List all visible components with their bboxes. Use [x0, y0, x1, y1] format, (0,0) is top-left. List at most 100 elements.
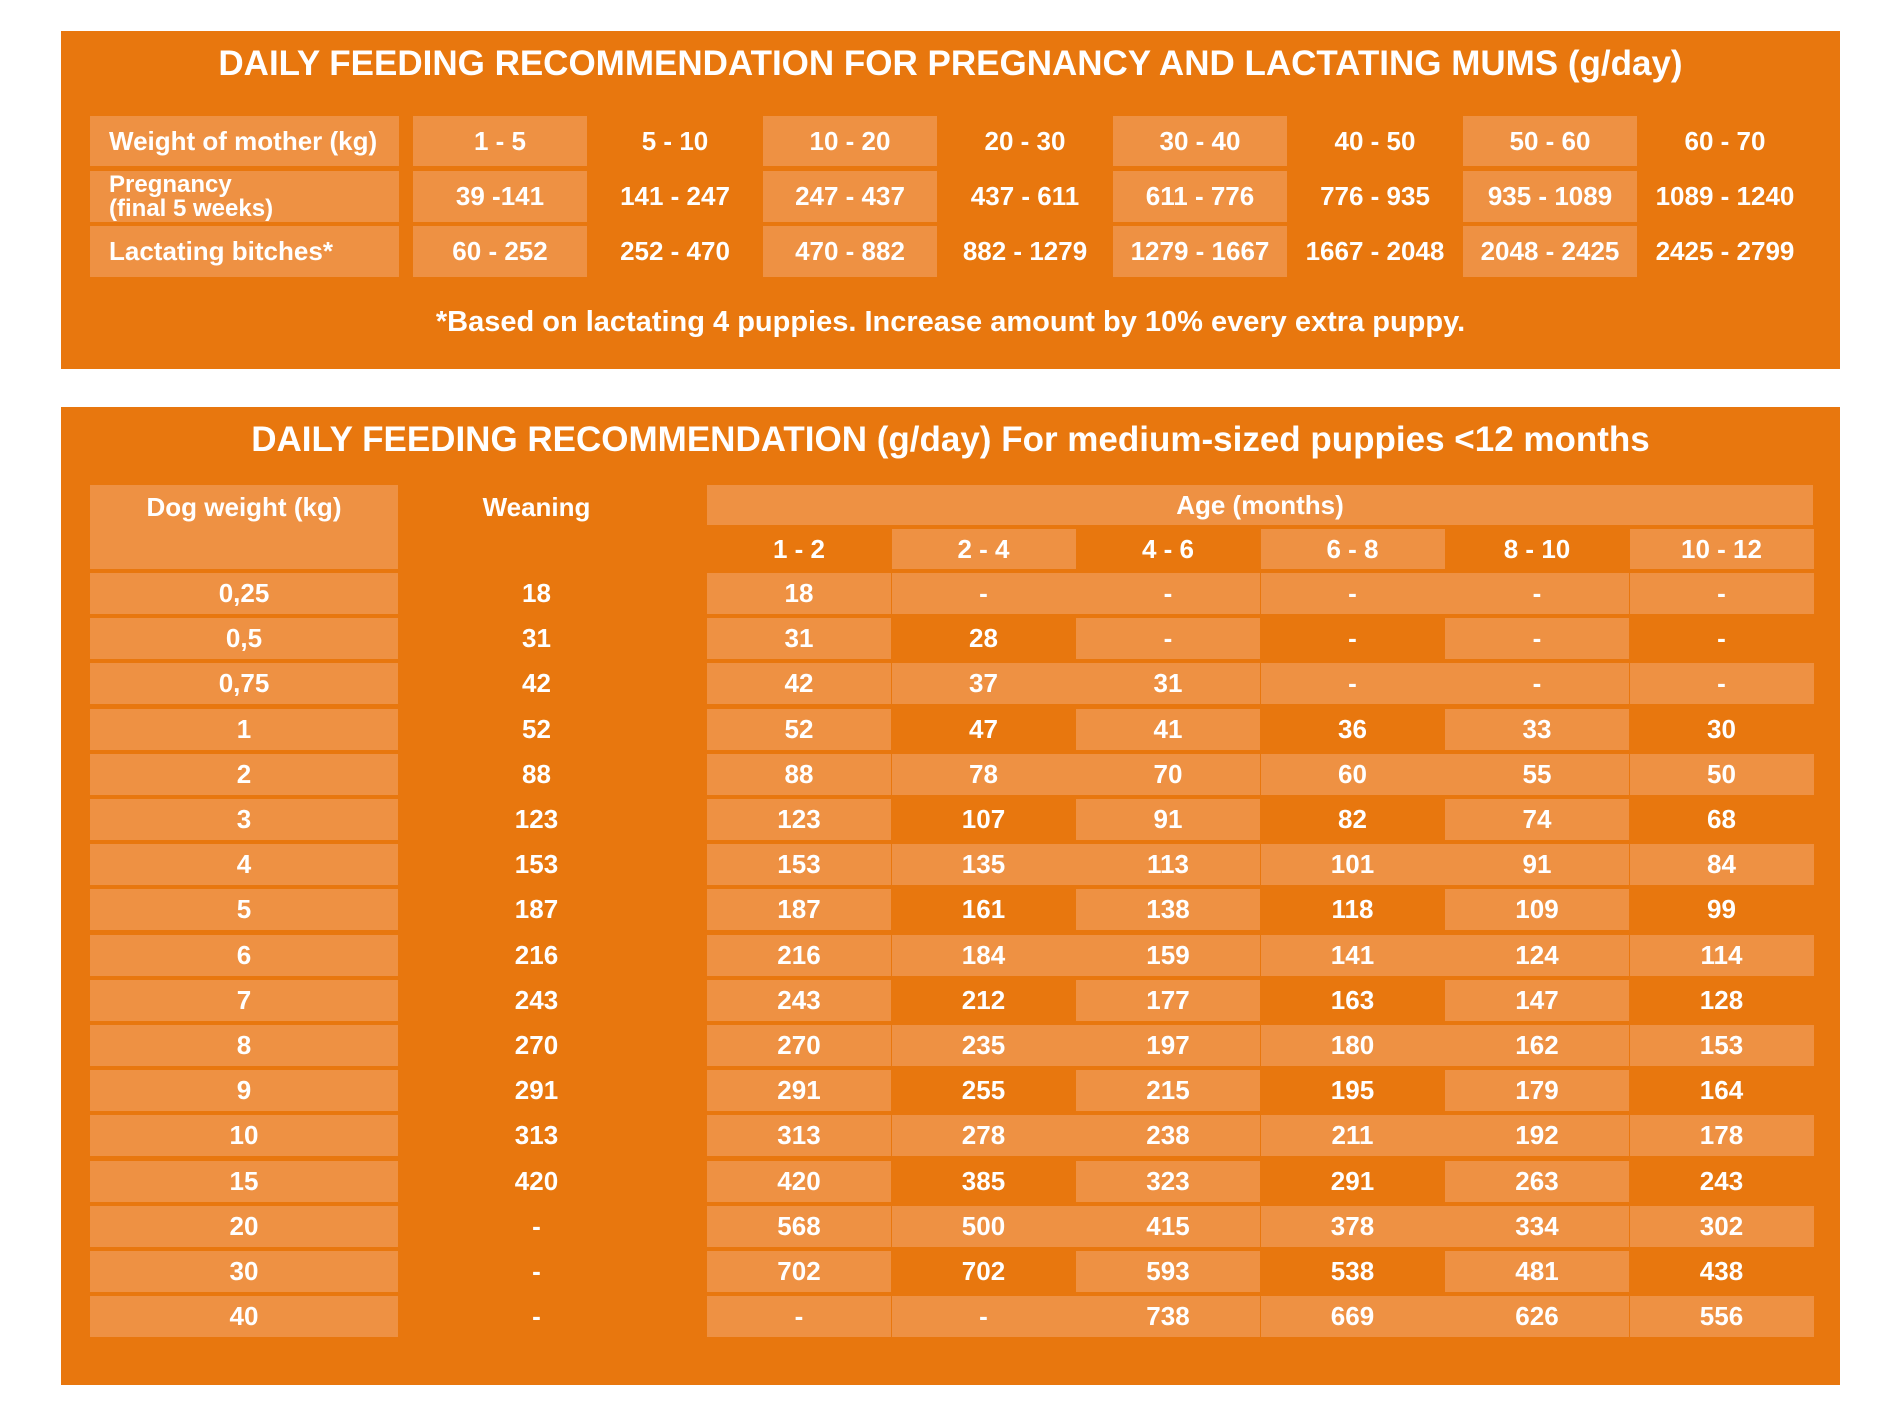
age-value-cell: 36: [1338, 714, 1367, 744]
age-value-cell: -: [1445, 663, 1629, 704]
age-value-cell: 88: [707, 754, 891, 795]
age-value-cell: 18: [707, 573, 891, 614]
weight-cell: 4: [90, 844, 398, 885]
age-months-header: Age (months): [707, 485, 1813, 525]
age-value-cell: 84: [1629, 844, 1814, 885]
mothers-panel: DAILY FEEDING RECOMMENDATION FOR PREGNAN…: [61, 31, 1840, 369]
mother-weight-header: Weight of mother (kg): [90, 116, 399, 166]
age-value-cell: 184: [891, 935, 1076, 976]
age-value-cell: 101: [1260, 844, 1445, 885]
age-value-cell: 70: [1076, 754, 1260, 795]
age-group-header: 1 - 2: [772, 533, 826, 564]
weight-cell: 10: [90, 1115, 398, 1156]
weight-cell: 20: [90, 1206, 398, 1247]
mother-weight: 5 - 10: [641, 125, 709, 156]
pregnancy-value: 247 - 437: [763, 171, 937, 222]
age-value-cell: 162: [1445, 1025, 1629, 1066]
weaning-cell: 420: [514, 1166, 559, 1196]
age-value-cell: -: [707, 1296, 891, 1337]
age-value-cell: 124: [1445, 935, 1629, 976]
age-value-cell: 500: [891, 1206, 1076, 1247]
age-value-cell: 31: [1076, 663, 1260, 704]
pregnancy-label: Pregnancy (final 5 weeks): [90, 171, 399, 222]
age-value-cell: -: [1076, 573, 1260, 614]
age-value-cell: 113: [1076, 844, 1260, 885]
mother-weight: 20 - 30: [984, 125, 1066, 156]
pregnancy-value: 935 - 1089: [1463, 171, 1637, 222]
age-value-cell: 179: [1445, 1070, 1629, 1111]
age-value-cell: 323: [1076, 1161, 1260, 1202]
age-value-cell: 31: [707, 618, 891, 659]
age-value-cell: 161: [961, 894, 1006, 924]
age-value-cell: 278: [891, 1115, 1076, 1156]
mother-weight: 30 - 40: [1113, 116, 1287, 166]
pregnancy-value: 141 - 247: [620, 181, 730, 211]
weaning-cell: -: [532, 1211, 541, 1241]
lactating-value: 252 - 470: [620, 236, 730, 266]
weaning-cell: 291: [514, 1075, 559, 1105]
weaning-cell: 88: [522, 759, 551, 789]
lactating-value: 1667 - 2048: [1305, 236, 1445, 266]
weight-cell: 5: [90, 889, 398, 930]
weaning-cell: 270: [514, 1030, 559, 1060]
age-value-cell: 238: [1076, 1115, 1260, 1156]
age-value-cell: 243: [1699, 1166, 1744, 1196]
age-value-cell: 197: [1076, 1025, 1260, 1066]
pregnancy-value: 611 - 776: [1113, 171, 1287, 222]
weight-cell: 0,75: [90, 663, 398, 704]
age-value-cell: 235: [891, 1025, 1076, 1066]
weaning-cell: 243: [514, 985, 559, 1015]
age-value-cell: -: [1076, 618, 1260, 659]
weight-cell: 9: [90, 1070, 398, 1111]
mother-weight: 60 - 70: [1684, 125, 1766, 156]
age-value-cell: 82: [1338, 804, 1367, 834]
age-value-cell: 28: [969, 623, 998, 653]
age-value-cell: 243: [707, 980, 891, 1021]
age-group-header: 2 - 4: [891, 529, 1076, 569]
age-value-cell: 41: [1076, 709, 1260, 750]
age-value-cell: 263: [1445, 1161, 1629, 1202]
age-value-cell: 109: [1445, 889, 1629, 930]
weaning-cell: -: [532, 1301, 541, 1331]
age-value-cell: 177: [1076, 980, 1260, 1021]
age-value-cell: 385: [961, 1166, 1006, 1196]
age-value-cell: 556: [1629, 1296, 1814, 1337]
age-value-cell: 313: [707, 1115, 891, 1156]
mother-weight: 50 - 60: [1463, 116, 1637, 166]
age-value-cell: 30: [1707, 714, 1736, 744]
age-value-cell: 334: [1445, 1206, 1629, 1247]
weaning-cell: 31: [522, 623, 551, 653]
age-value-cell: -: [1717, 623, 1726, 653]
lactating-value: 470 - 882: [763, 226, 937, 277]
puppies-panel: DAILY FEEDING RECOMMENDATION (g/day) For…: [61, 407, 1840, 1385]
age-value-cell: 99: [1707, 894, 1736, 924]
age-value-cell: 33: [1445, 709, 1629, 750]
age-value-cell: 153: [707, 844, 891, 885]
lactating-value: 1279 - 1667: [1113, 226, 1287, 277]
age-value-cell: -: [891, 573, 1076, 614]
pregnancy-value: 776 - 935: [1320, 181, 1430, 211]
age-value-cell: 568: [707, 1206, 891, 1247]
weight-cell: 0,25: [90, 573, 398, 614]
lactating-value: 2425 - 2799: [1655, 236, 1795, 266]
age-value-cell: 42: [707, 663, 891, 704]
age-value-cell: 178: [1629, 1115, 1814, 1156]
age-value-cell: 195: [1330, 1075, 1375, 1105]
age-value-cell: 211: [1260, 1115, 1445, 1156]
age-value-cell: 702: [961, 1256, 1006, 1286]
age-value-cell: 74: [1445, 799, 1629, 840]
pregnancy-label-line1: Pregnancy: [109, 170, 232, 198]
weight-cell: 3: [90, 799, 398, 840]
age-value-cell: 163: [1330, 985, 1375, 1015]
age-value-cell: -: [1260, 573, 1445, 614]
weaning-cell: 216: [514, 940, 559, 970]
age-value-cell: 187: [707, 889, 891, 930]
age-value-cell: -: [1445, 618, 1629, 659]
weaning-cell: 153: [514, 849, 559, 879]
age-value-cell: -: [891, 1296, 1076, 1337]
age-value-cell: 192: [1445, 1115, 1629, 1156]
age-value-cell: 107: [961, 804, 1006, 834]
age-value-cell: 212: [961, 985, 1006, 1015]
age-value-cell: 78: [891, 754, 1076, 795]
age-value-cell: 291: [1330, 1166, 1375, 1196]
